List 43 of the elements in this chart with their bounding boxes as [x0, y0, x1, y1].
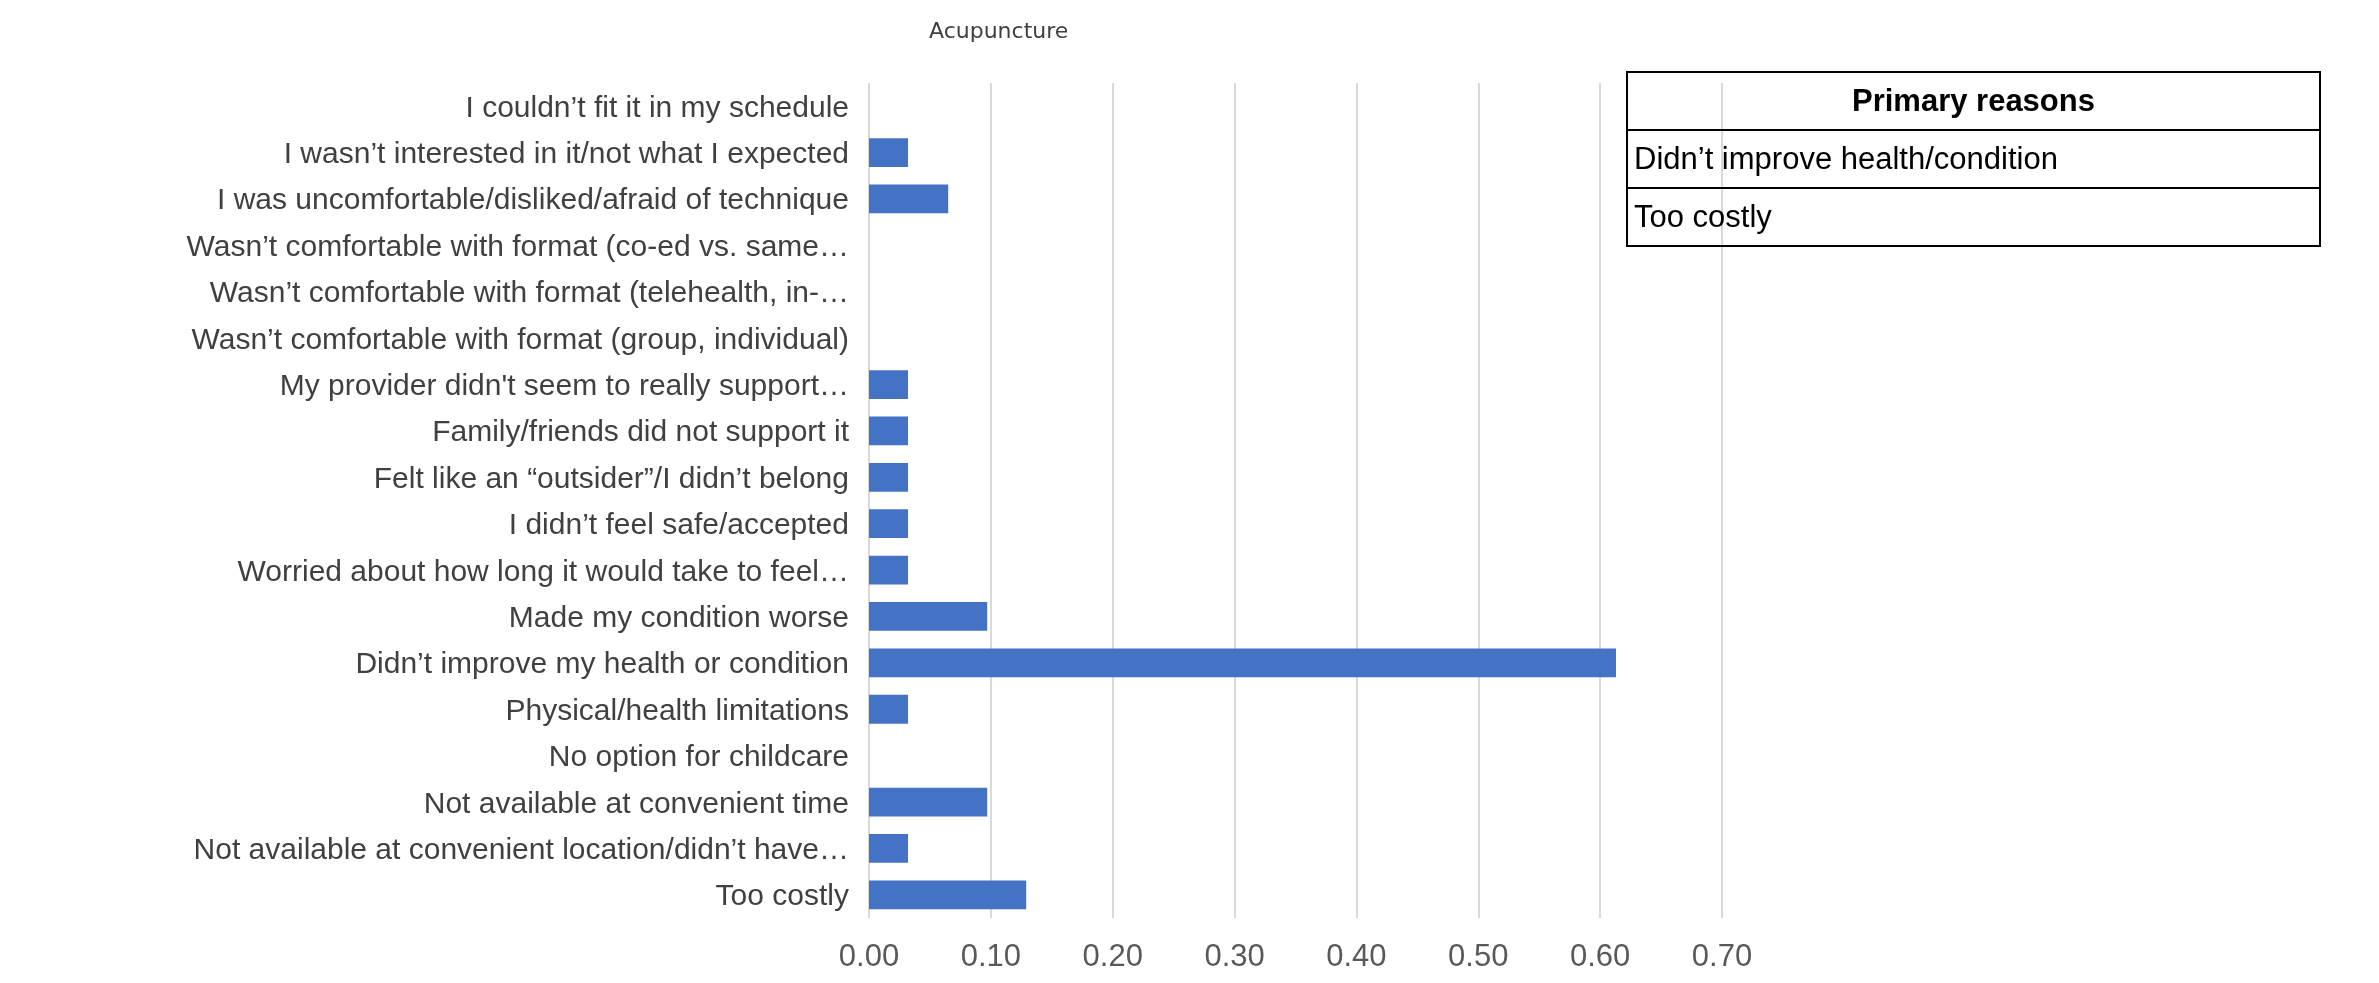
x-tick-label: 0.70 [1691, 938, 1753, 973]
y-tick-label: Not available at convenient time [423, 785, 849, 819]
annotation: Didn’t improve health/condition [1627, 130, 2320, 188]
bar [869, 787, 988, 817]
bar [869, 602, 988, 631]
y-tick-label: Wasn’t comfortable with format (group, individual) [191, 321, 849, 355]
bar [869, 462, 908, 492]
bar [869, 834, 908, 863]
bar [869, 509, 908, 539]
bar [869, 694, 908, 724]
x-tick-label: 0.60 [1569, 938, 1631, 973]
bar [869, 138, 908, 167]
y-tick-label: No option for childcare [548, 739, 849, 773]
y-tick-label: Too costly [715, 878, 849, 912]
y-tick-label: I couldn’t fit it in my schedule [465, 89, 849, 123]
y-tick-label: Wasn’t comfortable with format (co-ed vs. same… [186, 228, 849, 262]
chart-title: Acupuncture [929, 17, 1069, 43]
y-tick-label: Not available at convenient location/didn’t have… [193, 831, 849, 865]
bar [869, 880, 1027, 910]
x-tick-label: 0.30 [1204, 938, 1265, 973]
bar [869, 555, 908, 585]
x-tick-label: 0.00 [838, 938, 900, 973]
y-tick-label: Felt like an “outsider”/I didn’t belong [373, 460, 849, 494]
y-tick-label: Wasn’t comfortable with format (telehealth, in-… [209, 275, 849, 309]
bar [869, 184, 949, 214]
y-tick-label: Worried about how long it would take to feel… [237, 553, 849, 587]
y-tick-label: Made my condition worse [508, 599, 849, 633]
y-tick-label: My provider didn't seem to really support… [279, 368, 849, 402]
x-tick-label: 0.50 [1448, 938, 1509, 973]
y-tick-label: Physical/health limitations [505, 692, 849, 726]
bar [869, 648, 1616, 678]
y-tick-label: I was uncomfortable/disliked/afraid of technique [216, 182, 849, 216]
bar [869, 370, 908, 399]
x-tick-label: 0.40 [1326, 938, 1387, 973]
bar [869, 416, 908, 446]
annotation: Too costly [1627, 188, 2320, 246]
x-tick-label: 0.20 [1082, 938, 1143, 973]
text: Primary reasons [1627, 72, 2320, 130]
y-tick-label: I didn’t feel safe/accepted [508, 507, 849, 541]
x-tick-label: 0.10 [960, 938, 1022, 973]
y-tick-label: Family/friends did not support it [432, 414, 850, 448]
y-tick-label: I wasn’t interested in it/not what I expected [283, 136, 849, 170]
y-tick-label: Didn’t improve my health or condition [355, 646, 849, 680]
